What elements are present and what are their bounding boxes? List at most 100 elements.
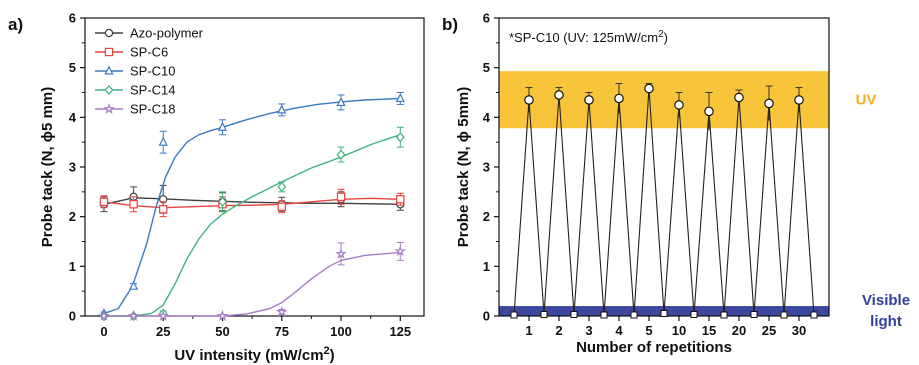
- data-point: [127, 309, 140, 321]
- panel-a-x-axis-label-sup: 2: [324, 345, 330, 357]
- panel-a-x-tick-label: 75: [275, 324, 289, 339]
- visible-band-label-line-2: light: [870, 313, 902, 330]
- panel-a-plot: [98, 92, 407, 322]
- valley-point: [690, 311, 698, 319]
- panel-a-y-tick-label: 6: [69, 11, 76, 26]
- panel-b-x-tick-label: 25: [762, 323, 776, 338]
- data-point: [336, 96, 346, 107]
- panel-a-y-tick-label: 0: [69, 309, 76, 324]
- data-point: [216, 309, 229, 321]
- valley-point: [780, 311, 788, 319]
- valley-point: [510, 311, 518, 319]
- series-sp-c10: [99, 92, 405, 318]
- legend-marker: [104, 47, 114, 57]
- panel-a-y-tick-label: 2: [69, 209, 76, 224]
- legend-label: Azo-polymer: [130, 26, 204, 41]
- valley-point: [810, 311, 818, 319]
- visible-band-label-line-1: Visible: [862, 292, 910, 309]
- panel-a-x-tick-label: 0: [100, 324, 107, 339]
- legend-label: SP-C18: [130, 102, 176, 117]
- panel-b-frame: [498, 17, 830, 317]
- peak-point: [764, 98, 774, 109]
- peak-point: [554, 90, 564, 100]
- panel-b-x-tick-label: 4: [615, 323, 623, 338]
- panel-a-x-tick-label: 100: [330, 324, 352, 339]
- panel-b-annotation-end: ): [664, 30, 668, 45]
- panel-b-x-tick-label: 10: [672, 323, 686, 338]
- fit-curve: [103, 97, 401, 315]
- data-point: [277, 104, 287, 114]
- panel-a-y-tick-label: 3: [69, 160, 76, 175]
- panel-a-x-tick-label: 25: [156, 324, 170, 339]
- valley-point: [720, 311, 728, 319]
- panel-a-x-tick-label: 125: [389, 324, 411, 339]
- panel-b-x-tick-label: 1: [525, 323, 532, 338]
- panel-b-x-tick-label: 5: [645, 323, 652, 338]
- panel-b-annotation: *SP-C10 (UV: 125mW/cm2): [509, 29, 668, 45]
- peak-point: [704, 106, 714, 117]
- valley-point: [570, 311, 578, 319]
- data-point: [277, 202, 286, 211]
- peak-point: [614, 93, 624, 104]
- legend-entry: SP-C18: [95, 102, 176, 117]
- panel-b-x-tick-label: 3: [585, 323, 592, 338]
- panel-b-y-tick-label: 3: [483, 160, 490, 175]
- panel-a-x-axis-label-main: UV intensity (mW/cm: [174, 347, 323, 364]
- valley-point: [600, 311, 608, 319]
- panel-b-x-axis-label: Number of repetitions: [576, 339, 732, 356]
- panel-b-y-tick-label: 1: [483, 259, 490, 274]
- valley-point: [630, 311, 638, 319]
- data-point: [335, 247, 347, 259]
- data-point: [129, 280, 139, 290]
- panel-b-x-tick-label: 20: [732, 323, 746, 338]
- series-sp-c14: [99, 126, 405, 322]
- legend-entry: SP-C6: [95, 45, 168, 60]
- data-point: [395, 132, 405, 143]
- peak-point: [584, 95, 594, 105]
- panel-b-y-tick-label: 0: [483, 309, 490, 324]
- legend-marker: [103, 102, 115, 114]
- peak-point: [524, 95, 534, 105]
- peak-point: [794, 95, 804, 105]
- panel-a: a) 0 1 2 3 4 5 6 0 25 50 75 100 125 Probe tack (N, ϕ…: [8, 11, 425, 364]
- valley-point: [540, 311, 548, 319]
- panel-a-y-tick-label: 1: [69, 259, 76, 274]
- panel-a-y-tick-label: 5: [69, 60, 76, 75]
- panel-b-label: b): [442, 15, 458, 34]
- uv-band-label: UV: [856, 92, 877, 109]
- fit-curve: [104, 251, 401, 317]
- data-point: [336, 192, 346, 201]
- data-point: [277, 181, 287, 192]
- panel-b-x-tick-label: 30: [792, 323, 806, 338]
- fit-curve: [103, 197, 401, 205]
- data-point: [394, 245, 407, 257]
- data-point: [159, 205, 168, 214]
- panel-a-axes: 0 1 2 3 4 5 6 0 25 50 75 100 125: [69, 11, 425, 339]
- legend-entry: Azo-polymer: [95, 26, 204, 41]
- valley-point: [660, 310, 668, 318]
- data-point: [98, 309, 110, 321]
- uv-band: [499, 71, 829, 129]
- panel-b-y-tick-label: 6: [483, 11, 490, 26]
- panel-b-bands: [499, 71, 829, 316]
- series-sp-c18: [98, 241, 407, 321]
- legend-marker: [104, 28, 114, 38]
- valley-point: [750, 311, 758, 319]
- panel-b-x-tick-label: 2: [555, 323, 562, 338]
- data-point: [275, 305, 288, 317]
- legend-label: SP-C14: [130, 83, 176, 98]
- panel-b-y-tick-label: 5: [483, 60, 490, 75]
- panel-a-label: a): [8, 15, 23, 34]
- panel-a-x-tick-label: 50: [215, 324, 229, 339]
- panel-b: b) 0 1 2 3 4 5 6 1 2 3 4 5 10 15 20 25 30 Probe tack (N,…: [442, 11, 910, 357]
- peak-point: [644, 83, 654, 94]
- legend-label: SP-C6: [130, 45, 168, 60]
- panel-b-plot: [510, 83, 818, 319]
- data-point: [157, 309, 170, 321]
- legend-marker: [104, 84, 114, 96]
- fit-curve: [104, 134, 401, 317]
- fit-curve: [103, 197, 401, 209]
- panel-a-legend: Azo-polymer SP-C6 SP-C10 SP-C14 SP-C18: [95, 26, 204, 117]
- data-point: [217, 121, 228, 131]
